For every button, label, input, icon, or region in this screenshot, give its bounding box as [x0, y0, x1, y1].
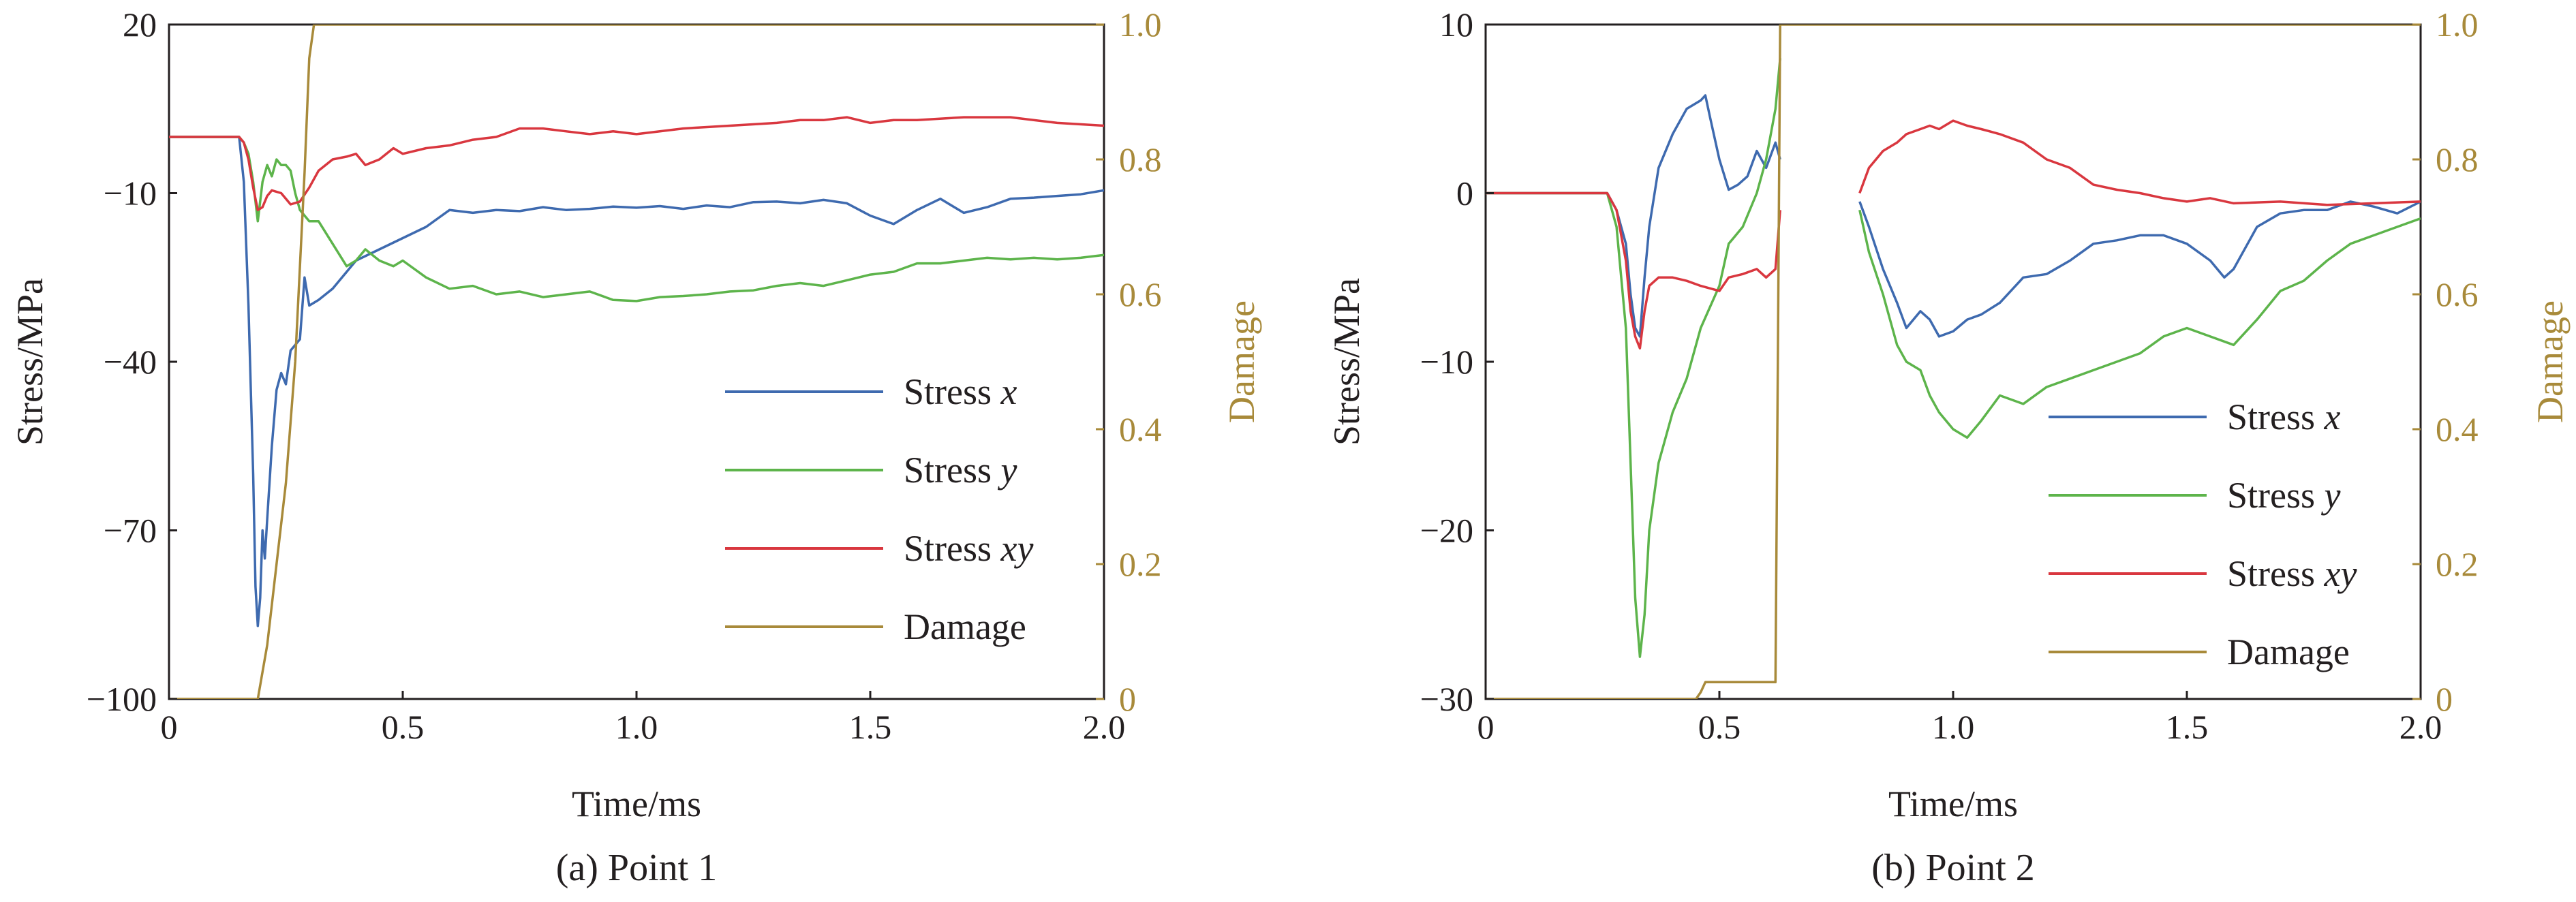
y2-tick-label: 0.2: [1119, 545, 1162, 583]
legend: Stress x Stress y Stress xy Damage: [2049, 396, 2357, 672]
y-tick-label: −10: [1420, 343, 1473, 381]
plot-frame: [168, 23, 1105, 700]
chart-panel-point-1: 0 0.5 1.0 1.5 2.0 20 −10 −40 −70 −100 1.0 0.8 0.6 0.4…: [10, 5, 1262, 889]
ticks-layer: 0 0.5 1.0 1.5 2.0 10 0 −10 −20 −30 1.0 0.8 0.6 0.4 0.2…: [1420, 5, 2479, 746]
y2-tick-label: 0.8: [1119, 140, 1162, 178]
y-tick-label: −30: [1420, 680, 1473, 718]
series-line-stress-y: [1486, 58, 1781, 658]
x-tick-label: 1.0: [1932, 708, 1975, 746]
y-tick-label: 0: [1456, 174, 1473, 213]
series-line-stress-x: [1486, 94, 1781, 338]
y2-tick-label: 0.6: [1119, 275, 1162, 313]
legend-label-stress-x: Stress x: [2227, 396, 2341, 437]
series-line-stress-xy: [1486, 191, 1781, 349]
series-line-stress-x: [169, 136, 1104, 627]
series-line-stress-xy: [169, 116, 1104, 212]
y-tick-label: 10: [1439, 5, 1473, 44]
x-tick-label: 2.0: [1083, 708, 1126, 746]
legend-label-damage: Damage: [904, 606, 1026, 647]
x-axis-title: Time/ms: [1888, 783, 2018, 824]
x-tick-label: 2.0: [2399, 708, 2442, 746]
legend-label-stress-x: Stress x: [904, 371, 1017, 412]
series-line-stress-y: [169, 136, 1104, 302]
series-line-damage: [1486, 25, 2421, 699]
x-tick-label: 1.5: [2166, 708, 2209, 746]
y2-tick-label: 0.4: [2436, 410, 2479, 448]
y2-tick-label: 0: [2436, 680, 2453, 718]
x-tick-label: 0.5: [1698, 708, 1741, 746]
legend-label-stress-xy: Stress xy: [2227, 553, 2357, 594]
y-tick-label: −70: [104, 512, 157, 550]
y-tick-label: −100: [87, 680, 157, 718]
y2-tick-label: 1.0: [2436, 5, 2479, 44]
y-axis-title: Stress/MPa: [10, 278, 50, 446]
x-axis-title: Time/ms: [572, 783, 701, 824]
series-layer: [169, 25, 1104, 699]
y2-axis-title: Damage: [1221, 300, 1262, 423]
y-axis-title: Stress/MPa: [1326, 278, 1367, 446]
panel-caption: (b) Point 2: [1871, 847, 2035, 889]
x-tick-label: 0: [1477, 708, 1494, 746]
y-tick-label: −10: [104, 174, 157, 213]
y2-tick-label: 0: [1119, 680, 1136, 718]
panel-caption: (a) Point 1: [556, 847, 717, 889]
series-line-stress-xy: [1858, 119, 2421, 206]
x-tick-label: 1.5: [849, 708, 892, 746]
x-tick-label: 1.0: [615, 708, 658, 746]
legend: Stress x Stress y Stress xy Damage: [725, 371, 1033, 647]
y-tick-label: −40: [104, 343, 157, 381]
y2-tick-label: 0.6: [2436, 275, 2479, 313]
legend-label-stress-xy: Stress xy: [904, 528, 1033, 569]
series-line-stress-y: [1858, 209, 2421, 439]
y2-axis-title: Damage: [2530, 300, 2571, 423]
series-line-damage: [169, 25, 1104, 699]
y2-tick-label: 0.2: [2436, 545, 2479, 583]
ticks-layer: 0 0.5 1.0 1.5 2.0 20 −10 −40 −70 −100 1.0 0.8 0.6 0.4…: [87, 5, 1162, 746]
y2-tick-label: 0.8: [2436, 140, 2479, 178]
series-layer: [1486, 25, 2421, 699]
x-tick-label: 0: [161, 708, 178, 746]
y2-tick-label: 1.0: [1119, 5, 1162, 44]
legend-label-stress-y: Stress y: [904, 450, 1017, 491]
x-tick-label: 0.5: [382, 708, 425, 746]
y-tick-label: 20: [123, 5, 157, 44]
chart-panel-point-2: 0 0.5 1.0 1.5 2.0 10 0 −10 −20 −30 1.0 0.8 0.6 0.4 0.2…: [1326, 5, 2571, 889]
y2-tick-label: 0.4: [1119, 410, 1162, 448]
y-tick-label: −20: [1420, 512, 1473, 550]
series-line-stress-x: [1858, 200, 2421, 338]
legend-label-damage: Damage: [2227, 632, 2350, 672]
legend-label-stress-y: Stress y: [2227, 475, 2341, 516]
